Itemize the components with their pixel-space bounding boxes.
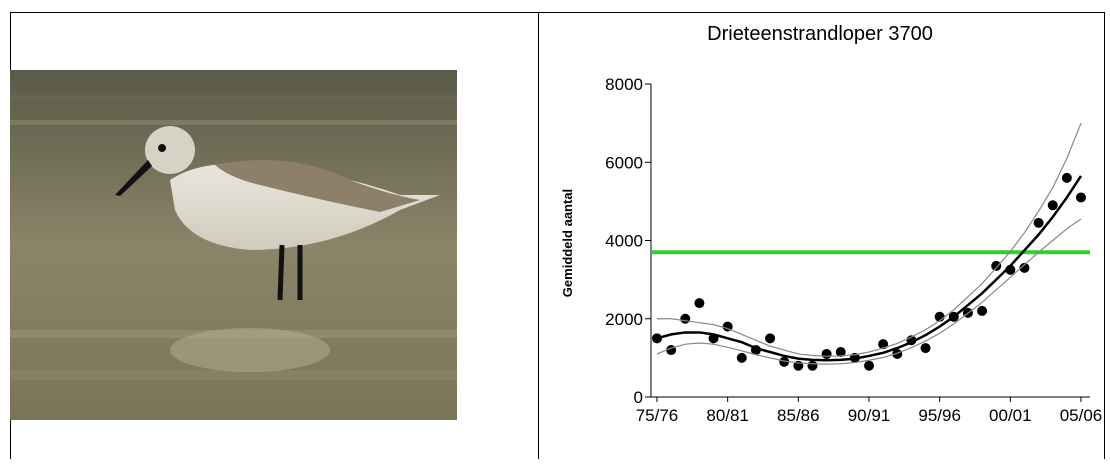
trend-line	[656, 218, 1082, 365]
x-tick-label: 75/76	[636, 406, 679, 425]
x-tick-label: 90/91	[848, 406, 891, 425]
data-point	[1019, 262, 1030, 273]
y-tick-label: 8000	[605, 75, 643, 94]
bird-photo	[10, 70, 457, 420]
data-point	[1061, 172, 1072, 183]
x-tick-label: 05/06	[1060, 406, 1103, 425]
data-point	[835, 347, 846, 358]
y-tick-label: 4000	[605, 232, 643, 251]
y-tick-label: 2000	[605, 310, 643, 329]
data-point	[736, 352, 747, 363]
data-point	[779, 356, 790, 367]
data-point	[680, 313, 691, 324]
data-point	[864, 360, 874, 371]
y-tick-label: 6000	[605, 153, 643, 172]
data-point	[1047, 200, 1058, 211]
data-point	[1076, 192, 1086, 203]
trend-line	[656, 175, 1083, 362]
data-point	[1033, 217, 1044, 228]
trend-line	[657, 122, 1082, 357]
x-tick-label: 95/96	[918, 406, 961, 425]
y-axis-label: Gemiddeld aantal	[560, 189, 575, 297]
data-point	[765, 333, 776, 344]
data-point	[977, 305, 988, 316]
x-tick-label: 80/81	[706, 406, 749, 425]
data-point	[807, 360, 818, 371]
chart-title: Drieteenstrandloper 3700	[707, 23, 933, 45]
data-point	[694, 298, 705, 309]
data-point	[892, 348, 903, 359]
data-point	[991, 260, 1002, 271]
y-tick-label: 0	[634, 388, 643, 407]
x-tick-label: 85/86	[777, 406, 820, 425]
data-point	[821, 348, 832, 359]
x-tick-label: 00/01	[989, 406, 1032, 425]
data-point	[920, 343, 931, 354]
